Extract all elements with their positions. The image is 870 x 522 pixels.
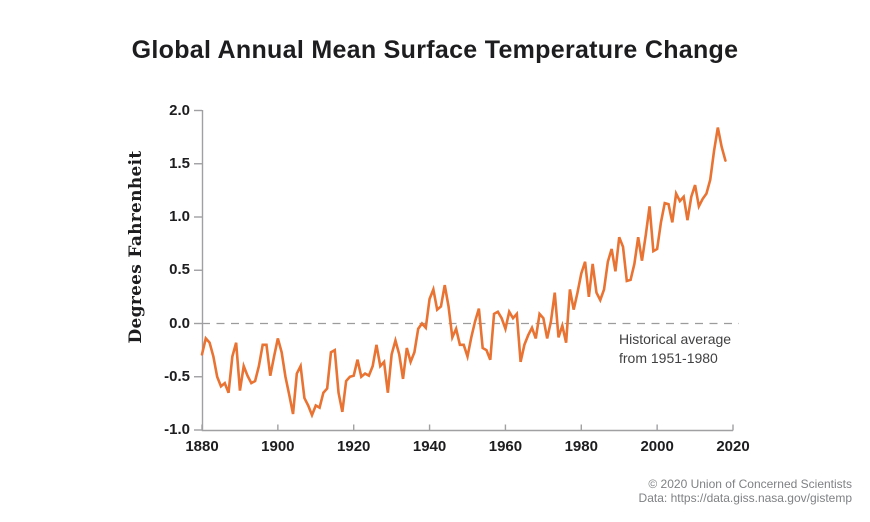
y-tick-label: 1.5 xyxy=(169,154,190,172)
chart-title: Global Annual Mean Surface Temperature C… xyxy=(131,36,739,64)
x-tick-label: 1980 xyxy=(564,438,598,455)
x-tick-label: 1880 xyxy=(185,438,219,455)
annotation-line-1: Historical average xyxy=(619,331,732,347)
x-tick-label: 2000 xyxy=(640,438,674,455)
y-axis-title: Degrees Fahrenheit xyxy=(126,150,146,344)
y-tick-label: 0.0 xyxy=(169,314,190,332)
reference-line-annotation: Historical average from 1951-1980 xyxy=(619,330,731,368)
temperature-anomaly-line xyxy=(200,127,727,419)
copyright-line: © 2020 Union of Concerned Scientists xyxy=(648,477,852,491)
x-tick-label: 1920 xyxy=(337,438,371,455)
x-tick-label: 1900 xyxy=(261,438,295,455)
y-tick-label: -0.5 xyxy=(164,367,190,385)
y-tick-label: 2.0 xyxy=(169,101,190,119)
x-tick-label: 1960 xyxy=(488,438,523,455)
x-tick-label: 1940 xyxy=(412,438,447,455)
axis-lines xyxy=(201,110,733,432)
annotation-line-2: from 1951-1980 xyxy=(619,350,718,366)
y-tick-label: 1.0 xyxy=(169,208,190,225)
source-credit: © 2020 Union of Concerned Scientists Dat… xyxy=(639,477,852,505)
x-tick-label: 2020 xyxy=(716,438,750,455)
data-source-line: Data: https://data.giss.nasa.gov/gistemp xyxy=(638,491,852,505)
y-tick-label: -1.0 xyxy=(164,421,190,438)
y-tick-label: 0.5 xyxy=(169,261,190,279)
